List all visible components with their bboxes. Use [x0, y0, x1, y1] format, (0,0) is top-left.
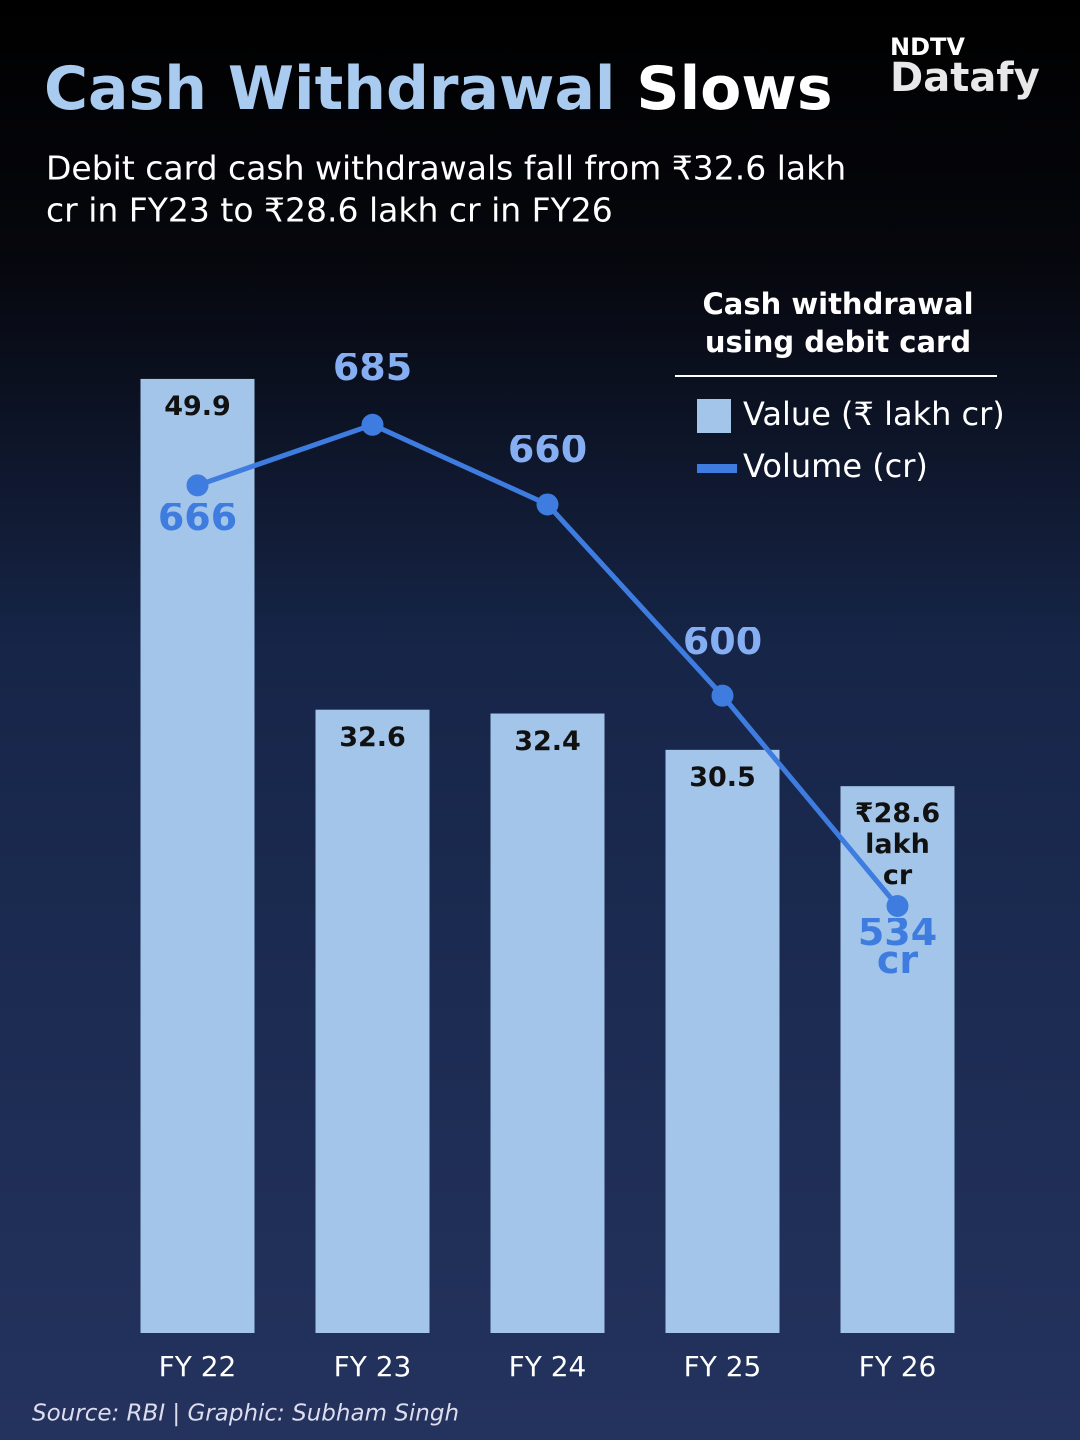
x-tick-label: FY 25	[684, 1350, 762, 1383]
legend-label: Volume (cr)	[743, 447, 928, 485]
line-value-label: 534 cr	[857, 917, 938, 983]
chart-title: Cash Withdrawal Slows	[44, 54, 833, 124]
bar-value-label-box: 49.9	[164, 390, 231, 422]
line-value-label-box: 534 cr	[857, 917, 938, 983]
subtitle: cr in FY23 to ₹28.6 lakh cr in FY26	[46, 191, 613, 230]
legend-title: Cash withdrawal	[702, 287, 973, 321]
bar-value-label-box: 32.4	[514, 725, 581, 757]
source: Source: RBI | Graphic: Subham Singh	[32, 1401, 459, 1427]
title-rest: Slows	[636, 54, 832, 124]
legend-title: using debit card	[705, 325, 971, 359]
subtitle: Debit card cash withdrawals fall from ₹3…	[46, 149, 846, 188]
bar	[840, 786, 955, 1333]
title-highlight: Cash Withdrawal	[44, 54, 616, 124]
line-value-label: 600	[682, 626, 763, 663]
line-point	[886, 894, 909, 917]
brand-main: Datafy	[890, 55, 1040, 101]
bar-value-label: ₹28.6 lakh cr	[854, 798, 941, 889]
line-point	[186, 474, 209, 497]
line-point	[711, 684, 734, 707]
line-value-label-box: 666	[157, 503, 238, 540]
x-tick-label: FY 26	[859, 1350, 937, 1383]
legend-label: Value (₹ lakh cr)	[743, 395, 1005, 433]
x-tick-label: FY 23	[334, 1350, 412, 1383]
line-value-label: 666	[157, 503, 238, 540]
line-value-label-box: 660	[507, 435, 588, 472]
line-value-label-box: 600	[682, 626, 763, 663]
line-point	[536, 493, 559, 516]
x-tick-label: FY 24	[509, 1350, 587, 1383]
bar	[315, 709, 430, 1333]
line-value-label: 660	[507, 435, 588, 472]
x-tick-label: FY 22	[159, 1350, 237, 1383]
line-value-label: 685	[332, 352, 413, 389]
line-point	[361, 413, 384, 436]
legend-swatch	[697, 399, 731, 433]
bar-value-label-box: 30.5	[689, 761, 756, 793]
legend-swatch	[697, 464, 737, 473]
bar-value-label-box: ₹28.6 lakh cr	[854, 798, 941, 889]
bar-value-label: 49.9	[164, 390, 231, 422]
bar-value-label: 30.5	[689, 761, 756, 793]
bar-value-label-box: 32.6	[339, 721, 406, 753]
bar	[140, 378, 255, 1333]
bar	[490, 713, 605, 1333]
bar	[665, 749, 780, 1333]
bar-value-label: 32.4	[514, 725, 581, 757]
bar-value-label: 32.6	[339, 721, 406, 753]
brand-top: NDTV	[890, 33, 965, 61]
line-value-label-box: 685	[332, 352, 413, 389]
